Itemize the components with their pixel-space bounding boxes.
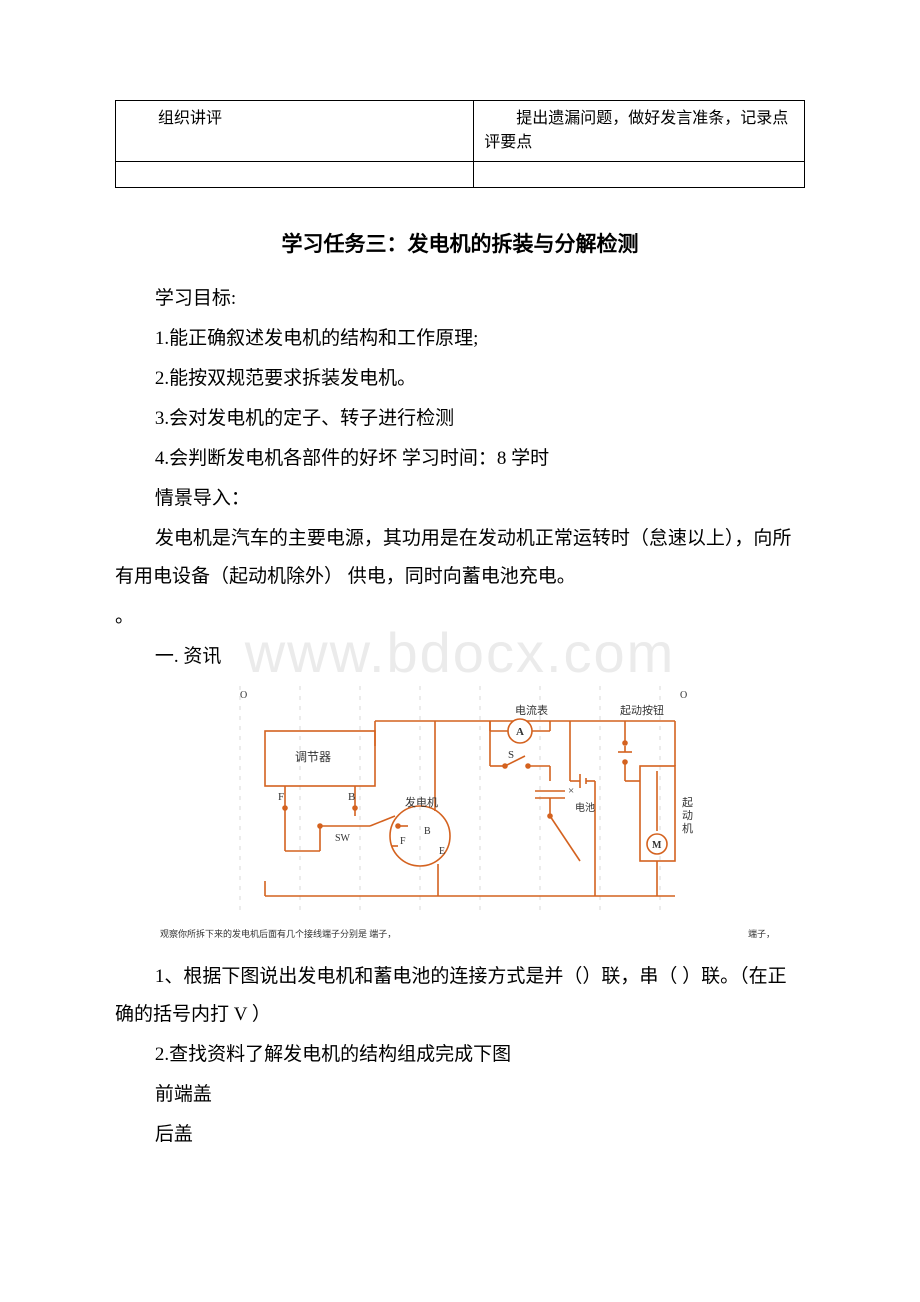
cell-empty-left — [116, 162, 474, 188]
label-S: S — [508, 749, 514, 761]
goal-item: 1.能正确叙述发电机的结构和工作原理; — [115, 320, 805, 358]
label-O: O — [240, 690, 247, 701]
label-E: E — [439, 846, 445, 857]
label-battery: 电池 — [575, 801, 595, 814]
goals-heading: 学习目标: — [115, 280, 805, 318]
cell-right: 提出遗漏问题，做好发言准条，记录点评要点 — [474, 101, 805, 162]
question-1: 1、根据下图说出发电机和蓄电池的连接方式是并（）联，串（ ）联。（在正确的括号内… — [115, 958, 805, 1034]
label-regulator: 调节器 — [295, 750, 331, 764]
scene-heading: 情景导入： — [115, 480, 805, 518]
table-row — [116, 162, 805, 188]
caption-right: 端子， — [748, 927, 775, 940]
label-front-cover: 前端盖 — [115, 1076, 805, 1114]
goal-item: 3.会对发电机的定子、转子进行检测 — [115, 400, 805, 438]
goal-item: 2.能按双规范要求拆装发电机。 — [115, 360, 805, 398]
top-table: 组织讲评 提出遗漏问题，做好发言准条，记录点评要点 — [115, 100, 805, 188]
label-F2: F — [400, 836, 406, 847]
label-generator: 发电机 — [405, 795, 438, 809]
circuit-diagram: O O — [220, 686, 700, 921]
table-row: 组织讲评 提出遗漏问题，做好发言准条，记录点评要点 — [116, 101, 805, 162]
label-ammeter-sym: A — [516, 726, 524, 738]
label-SW: SW — [335, 833, 351, 844]
label-ammeter: 电流表 — [515, 703, 548, 717]
cell-empty-right — [474, 162, 805, 188]
cell-right-text: 提出遗漏问题，做好发言准条，记录点评要点 — [484, 107, 794, 155]
caption-left: 观察你所拆下来的发电机后面有几个接线端子分别是 端子， — [160, 927, 396, 940]
label-O: O — [680, 690, 687, 701]
label-starter-cn2: 动 — [682, 809, 693, 822]
question-2: 2.查找资料了解发电机的结构组成完成下图 — [115, 1036, 805, 1074]
label-starter-cn1: 起 — [682, 796, 693, 809]
label-X: × — [568, 785, 574, 797]
circuit-svg: O O — [220, 686, 700, 916]
label-B1: B — [348, 791, 355, 803]
goal-item: 4.会判断发电机各部件的好坏 学习时间：8 学时 — [115, 440, 805, 478]
label-F1: F — [278, 791, 284, 803]
diagram-caption: 观察你所拆下来的发电机后面有几个接线端子分别是 端子， 端子， — [115, 927, 805, 940]
label-B2: B — [424, 826, 431, 837]
label-starter-sym: M — [652, 840, 662, 851]
cell-left-text: 组织讲评 — [126, 107, 463, 131]
section-title: 学习任务三：发电机的拆装与分解检测 — [115, 228, 805, 258]
scene-body: 发电机是汽车的主要电源，其功用是在发动机正常运转时（怠速以上），向所有用电设备（… — [115, 520, 805, 596]
scene-body-tail: 。 — [115, 598, 805, 636]
cell-left: 组织讲评 — [116, 101, 474, 162]
label-startbtn: 起动按钮 — [620, 703, 664, 717]
info-heading: 一. 资讯 — [115, 638, 805, 676]
label-back-cover: 后盖 — [115, 1116, 805, 1154]
label-starter-cn3: 机 — [682, 821, 693, 835]
scene-body-text: 发电机是汽车的主要电源，其功用是在发动机正常运转时（怠速以上），向所有用电设备（… — [115, 528, 791, 587]
